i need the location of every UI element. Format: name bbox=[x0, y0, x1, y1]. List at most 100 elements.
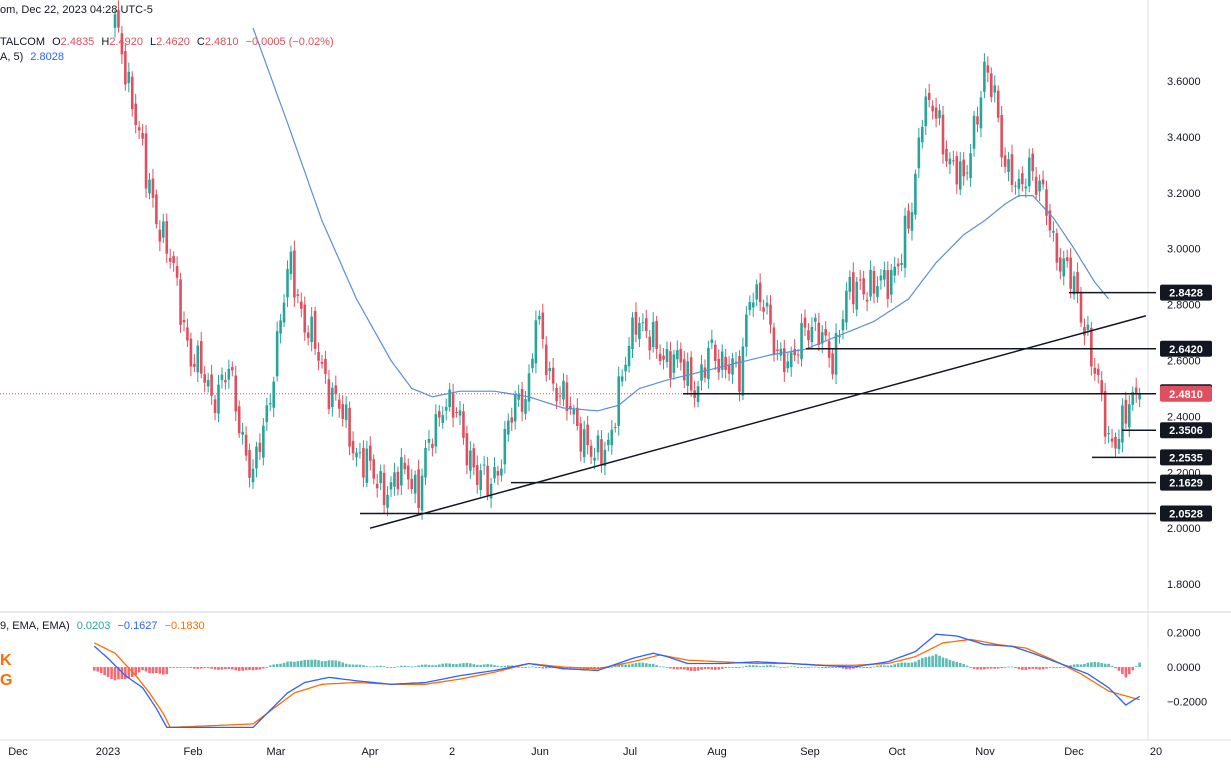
candle-body bbox=[921, 126, 924, 143]
candle-body bbox=[465, 433, 469, 466]
macd-histogram-bar bbox=[1003, 667, 1007, 668]
macd-histogram-bar bbox=[610, 666, 614, 668]
candle-body bbox=[296, 294, 300, 297]
macd-histogram-bar bbox=[541, 667, 545, 669]
macd-histogram-bar bbox=[638, 662, 641, 667]
macd-label: 9, EMA, EMA) bbox=[0, 620, 70, 632]
candle-body bbox=[113, 14, 117, 28]
macd-histogram-bar bbox=[869, 667, 872, 668]
candle-body bbox=[248, 450, 251, 478]
macd-histogram-bar bbox=[279, 663, 282, 667]
macd-histogram-bar bbox=[189, 667, 193, 668]
candle-body bbox=[796, 354, 800, 356]
candle-body bbox=[213, 399, 217, 413]
candle-body bbox=[268, 402, 272, 405]
candle-body bbox=[244, 434, 248, 456]
candle-body bbox=[144, 133, 148, 189]
macd-histogram-bar bbox=[1017, 667, 1021, 670]
candle-body bbox=[993, 85, 997, 93]
symbol-name[interactable]: TALCOM bbox=[0, 36, 46, 48]
x-tick-label: Dec bbox=[1064, 746, 1084, 758]
candle-body bbox=[948, 158, 952, 165]
price-level-label: 2.4810 bbox=[1169, 389, 1203, 401]
macd-histogram-bar bbox=[824, 667, 827, 669]
candle-body bbox=[817, 322, 821, 346]
macd-histogram-bar bbox=[917, 659, 921, 667]
macd-histogram-bar bbox=[331, 660, 334, 667]
macd-histogram-bar bbox=[275, 664, 279, 667]
macd-histogram-bar bbox=[765, 665, 769, 667]
x-tick-label: 2023 bbox=[96, 746, 120, 758]
price-level-label: 2.1629 bbox=[1169, 478, 1203, 490]
macd-histogram-bar bbox=[948, 659, 952, 667]
macd-histogram-bar bbox=[148, 667, 151, 674]
close-value: 2.4810 bbox=[204, 36, 239, 48]
candle-body bbox=[469, 450, 472, 471]
high-value: 2.4920 bbox=[109, 36, 143, 48]
candle-body bbox=[996, 90, 1000, 118]
macd-histogram-bar bbox=[124, 667, 127, 680]
macd-histogram-bar bbox=[475, 664, 479, 667]
candle-body bbox=[1038, 180, 1041, 192]
candle-body bbox=[117, 10, 120, 28]
macd-histogram-bar bbox=[748, 665, 752, 667]
macd-histogram-bar bbox=[503, 665, 507, 667]
candle-body bbox=[282, 302, 286, 323]
macd-histogram-bar bbox=[303, 659, 307, 667]
macd-histogram-bar bbox=[858, 667, 862, 668]
candle-body bbox=[676, 350, 679, 360]
macd-histogram-bar bbox=[1110, 665, 1114, 667]
macd-histogram-bar bbox=[534, 667, 538, 668]
x-tick-label: Feb bbox=[184, 746, 203, 758]
candle-body bbox=[762, 307, 765, 312]
macd-histogram-bar bbox=[544, 667, 548, 669]
candle-body bbox=[475, 465, 479, 485]
macd-histogram-bar bbox=[213, 667, 217, 670]
candle-body bbox=[1134, 387, 1138, 394]
candle-body bbox=[1069, 257, 1072, 289]
candle-body bbox=[620, 376, 624, 382]
logo-mark-top: K bbox=[0, 652, 12, 669]
candle-body bbox=[486, 465, 489, 496]
macd-histogram-bar bbox=[482, 664, 486, 667]
ma-legend[interactable]: A, 5) 2.8028 bbox=[0, 51, 68, 63]
macd-histogram-bar bbox=[410, 666, 413, 668]
macd-histogram-bar bbox=[1134, 666, 1138, 667]
macd-histogram-bar bbox=[438, 664, 441, 667]
macd-histogram-bar bbox=[803, 667, 807, 668]
candle-body bbox=[800, 322, 803, 360]
macd-histogram-bar bbox=[434, 665, 438, 667]
macd-histogram-bar bbox=[810, 666, 814, 668]
macd-histogram-bar bbox=[389, 667, 393, 668]
macd-histogram-bar bbox=[655, 665, 658, 667]
candle-body bbox=[1034, 176, 1038, 195]
macd-histogram-bar bbox=[237, 667, 241, 671]
price-level-tag bbox=[1160, 284, 1212, 301]
macd-signal-value: −0.1830 bbox=[164, 620, 205, 632]
candle-body bbox=[776, 349, 779, 352]
candle-body bbox=[386, 494, 389, 508]
candle-body bbox=[324, 358, 327, 374]
x-tick-label: Aug bbox=[707, 746, 727, 758]
macd-histogram-bar bbox=[745, 665, 748, 667]
macd-histogram-bar bbox=[955, 661, 959, 667]
macd-legend[interactable]: 9, EMA, EMA) 0.0203 −0.1627 −0.1830 bbox=[0, 620, 209, 632]
macd-histogram-bar bbox=[527, 666, 531, 668]
macd-histogram-bar bbox=[493, 665, 496, 667]
candle-body bbox=[1086, 324, 1090, 330]
macd-histogram-group bbox=[93, 654, 1141, 681]
macd-histogram-bar bbox=[393, 667, 396, 668]
macd-histogram-bar bbox=[251, 667, 255, 671]
macd-histogram-bar bbox=[889, 665, 893, 667]
macd-histogram-bar bbox=[1131, 667, 1135, 671]
candle-body bbox=[700, 364, 703, 381]
candle-body bbox=[489, 483, 493, 499]
candle-body bbox=[783, 348, 786, 373]
candle-body bbox=[300, 301, 303, 309]
candle-body bbox=[879, 275, 883, 281]
macd-histogram-bar bbox=[893, 664, 896, 667]
candle-body bbox=[865, 299, 869, 302]
candle-body bbox=[648, 336, 652, 351]
macd-histogram-bar bbox=[172, 667, 175, 668]
